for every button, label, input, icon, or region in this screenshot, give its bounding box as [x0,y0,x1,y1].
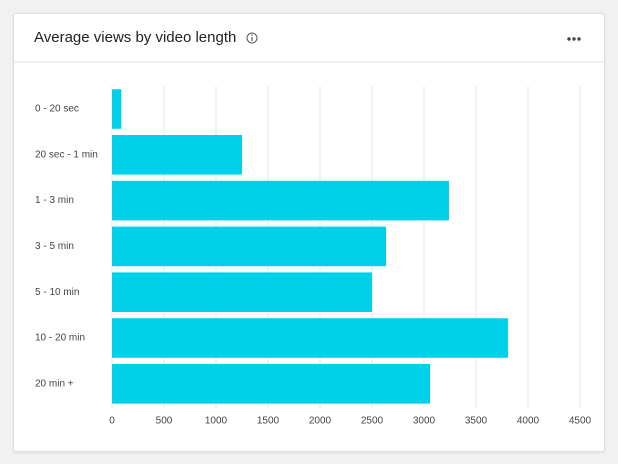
bar [112,318,509,358]
x-tick-label: 4000 [517,416,540,427]
bar [112,180,449,221]
y-tick-label: 0 - 20 sec [35,104,79,115]
x-tick-label: 1500 [257,416,280,427]
x-tick-label: 3500 [465,416,488,427]
y-tick-label: 10 - 20 min [35,333,85,344]
y-tick-label: 3 - 5 min [35,241,74,252]
x-tick-label: 1000 [205,416,228,427]
y-tick-label: 20 sec - 1 min [35,149,98,160]
bar [112,89,122,129]
y-tick-label: 5 - 10 min [35,287,79,298]
info-icon[interactable] [246,32,258,44]
x-tick-label: 500 [156,416,173,427]
bar [112,135,242,175]
bar [112,272,372,312]
chart-title: Average views by video length [34,29,236,46]
x-tick-label: 2000 [309,416,332,427]
bar [112,226,387,267]
x-tick-label: 2500 [361,416,384,427]
x-tick-label: 4500 [569,416,592,427]
x-tick-label: 0 [109,416,115,427]
y-tick-label: 20 min + [35,378,74,389]
menu-button[interactable] [567,37,581,41]
bar [112,364,431,404]
x-tick-label: 3000 [413,416,436,427]
y-tick-label: 1 - 3 min [35,195,74,206]
